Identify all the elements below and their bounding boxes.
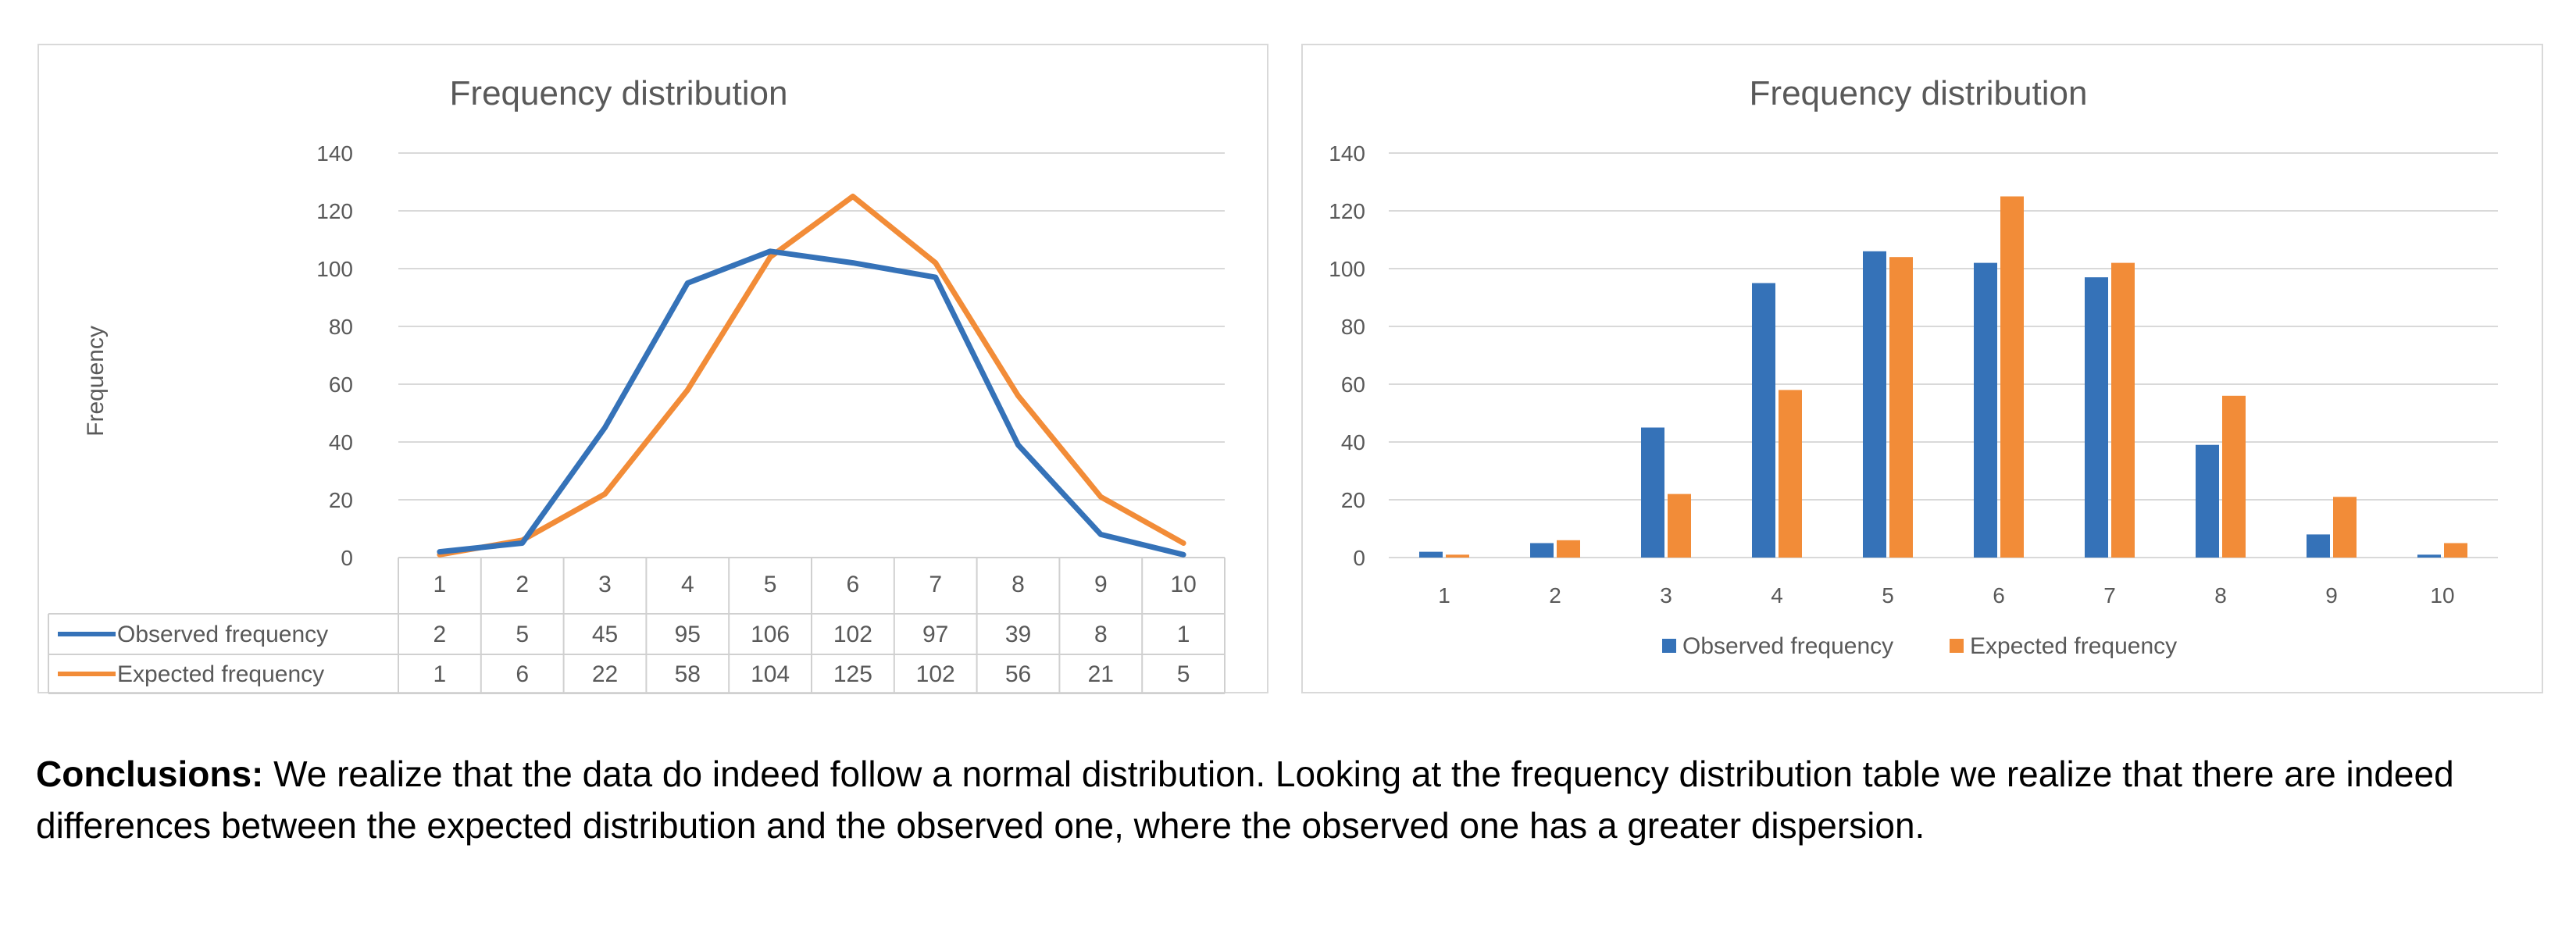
x-tick-label: 2	[516, 572, 529, 597]
y-tick-label: 0	[1353, 546, 1365, 570]
bar-chart-panel: Frequency distribution 0 20 40 60 80 100 120 140…	[1301, 44, 2543, 693]
y-tick-label: 140	[1329, 141, 1365, 166]
table-cell: 6	[516, 661, 529, 687]
y-tick-label: 140	[316, 141, 353, 166]
x-tick-label: 9	[1094, 572, 1108, 597]
x-tick-label: 3	[598, 572, 612, 597]
table-cell: 39	[1005, 622, 1031, 647]
conclusion-paragraph: Conclusions: We realize that the data do…	[36, 748, 2543, 851]
line-chart-panel: Frequency distribution Frequency 0 20 40 60 80…	[37, 44, 1268, 694]
bar	[1557, 540, 1580, 558]
table-cell: 8	[1094, 622, 1108, 647]
table-cell: 22	[592, 661, 618, 687]
y-axis-label: Frequency	[83, 326, 109, 437]
bar	[1530, 543, 1554, 558]
x-tick-label: 3	[1660, 583, 1672, 608]
table-cell: 104	[751, 661, 790, 687]
conclusion-text: We realize that the data do indeed follo…	[36, 754, 2454, 846]
legend-label: Observed frequency	[1682, 633, 1893, 659]
bar	[2085, 277, 2108, 558]
x-tick-label: 4	[1771, 583, 1783, 608]
table-cell: 97	[922, 622, 948, 647]
x-tick-label: 2	[1549, 583, 1561, 608]
chart-title: Frequency distribution	[450, 74, 788, 112]
x-tick-label: 5	[764, 572, 777, 597]
bar	[2333, 497, 2357, 558]
y-tick-label: 100	[1329, 257, 1365, 281]
bar	[2111, 262, 2135, 558]
y-tick-label: 80	[329, 315, 353, 339]
bar	[2307, 534, 2330, 558]
legend-label: Expected frequency	[1970, 633, 2177, 659]
series-line	[437, 194, 1186, 558]
y-tick-label: 20	[1341, 488, 1365, 512]
y-tick-label: 0	[341, 546, 353, 570]
bar	[1974, 262, 1997, 558]
y-tick-label: 120	[1329, 199, 1365, 223]
x-tick-label: 7	[2103, 583, 2116, 608]
x-tick-label: 8	[1011, 572, 1025, 597]
table-cell: 95	[675, 622, 701, 647]
bar	[2222, 395, 2246, 558]
table-cell: 5	[516, 622, 529, 647]
y-tick-label: 120	[316, 199, 353, 223]
table-cell: 2	[433, 622, 447, 647]
y-tick-label: 40	[1341, 430, 1365, 454]
bar	[1641, 427, 1664, 558]
bar	[1419, 551, 1443, 558]
legend-label: Expected frequency	[117, 661, 324, 687]
y-tick-label: 80	[1341, 315, 1365, 339]
bar	[2444, 543, 2467, 558]
bar	[1668, 494, 1691, 558]
table-cell: 58	[675, 661, 701, 687]
table-cell: 1	[433, 661, 447, 687]
bar-chart: Frequency distribution 0 20 40 60 80 100 120 140…	[1329, 74, 2498, 659]
x-tick-label: 5	[1882, 583, 1894, 608]
x-tick-label: 10	[2430, 583, 2454, 608]
x-tick-label: 1	[433, 572, 447, 597]
x-tick-label: 10	[1170, 572, 1196, 597]
y-tick-label: 40	[329, 430, 353, 454]
table-cell: 102	[833, 622, 872, 647]
bar	[1779, 390, 1802, 558]
bar	[2417, 554, 2441, 558]
y-tick-label: 60	[329, 372, 353, 397]
legend-swatch	[1662, 639, 1676, 653]
conclusion-label: Conclusions:	[36, 754, 264, 794]
line-chart: Frequency distribution Frequency 0 20 40 60 80…	[48, 74, 1226, 694]
y-tick-label: 100	[316, 257, 353, 281]
table-cell: 56	[1005, 661, 1031, 687]
table-cell: 1	[1177, 622, 1190, 647]
bar	[1752, 283, 1775, 558]
bar	[2000, 196, 2024, 558]
table-cell: 106	[751, 622, 790, 647]
y-tick-label: 20	[329, 488, 353, 512]
legend-label: Observed frequency	[117, 622, 328, 647]
bar	[2196, 444, 2219, 558]
chart-title: Frequency distribution	[1750, 74, 2088, 112]
x-tick-label: 7	[929, 572, 942, 597]
x-tick-label: 6	[847, 572, 860, 597]
table-cell: 5	[1177, 661, 1190, 687]
legend-swatch	[1950, 639, 1964, 653]
x-tick-label: 1	[1438, 583, 1450, 608]
table-cell: 45	[592, 622, 618, 647]
series-line	[437, 248, 1186, 558]
bar	[1446, 554, 1469, 558]
x-tick-label: 6	[1993, 583, 2005, 608]
table-cell: 21	[1088, 661, 1114, 687]
x-tick-label: 9	[2325, 583, 2338, 608]
table-cell: 125	[833, 661, 872, 687]
bar	[1863, 251, 1886, 558]
y-tick-label: 60	[1341, 372, 1365, 397]
x-tick-label: 8	[2214, 583, 2227, 608]
x-tick-label: 4	[681, 572, 694, 597]
table-cell: 102	[916, 661, 955, 687]
bar	[1889, 257, 1913, 558]
